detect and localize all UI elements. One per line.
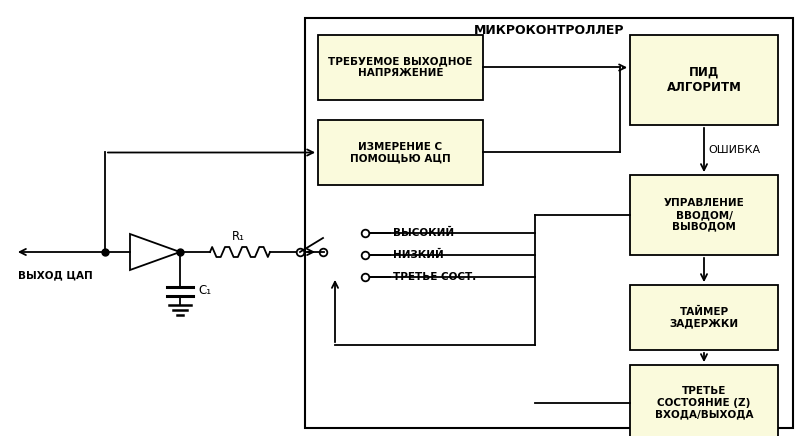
Text: ВЫСОКИЙ: ВЫСОКИЙ — [393, 228, 454, 238]
Text: ИЗМЕРЕНИЕ С
ПОМОЩЬЮ АЦП: ИЗМЕРЕНИЕ С ПОМОЩЬЮ АЦП — [350, 142, 451, 164]
Bar — [318, 35, 483, 100]
Text: ПИД
АЛГОРИТМ: ПИД АЛГОРИТМ — [666, 66, 742, 94]
Bar — [630, 365, 778, 436]
Text: ТРЕТЬЕ СОСТ.: ТРЕТЬЕ СОСТ. — [393, 272, 476, 282]
Text: C₁: C₁ — [198, 285, 211, 297]
Polygon shape — [130, 234, 180, 270]
Text: R₁: R₁ — [231, 229, 245, 242]
Text: ТРЕБУЕМОЕ ВЫХОДНОЕ
НАПРЯЖЕНИЕ: ТРЕБУЕМОЕ ВЫХОДНОЕ НАПРЯЖЕНИЕ — [328, 57, 473, 78]
Text: ВЫХОД ЦАП: ВЫХОД ЦАП — [18, 270, 93, 280]
Text: МИКРОКОНТРОЛЛЕР: МИКРОКОНТРОЛЛЕР — [474, 24, 624, 37]
Text: НИЗКИЙ: НИЗКИЙ — [393, 250, 444, 260]
Text: ОШИБКА: ОШИБКА — [708, 145, 760, 155]
Text: ТАЙМЕР
ЗАДЕРЖКИ: ТАЙМЕР ЗАДЕРЖКИ — [670, 307, 738, 328]
Text: УПРАВЛЕНИЕ
ВВОДОМ/
ВЫВОДОМ: УПРАВЛЕНИЕ ВВОДОМ/ ВЫВОДОМ — [664, 198, 744, 232]
Bar — [305, 18, 793, 428]
Text: ТРЕТЬЕ
СОСТОЯНИЕ (Z)
ВХОДА/ВЫХОДА: ТРЕТЬЕ СОСТОЯНИЕ (Z) ВХОДА/ВЫХОДА — [654, 386, 754, 419]
Bar — [630, 285, 778, 350]
Bar — [630, 175, 778, 255]
Bar — [318, 120, 483, 185]
Bar — [630, 35, 778, 125]
